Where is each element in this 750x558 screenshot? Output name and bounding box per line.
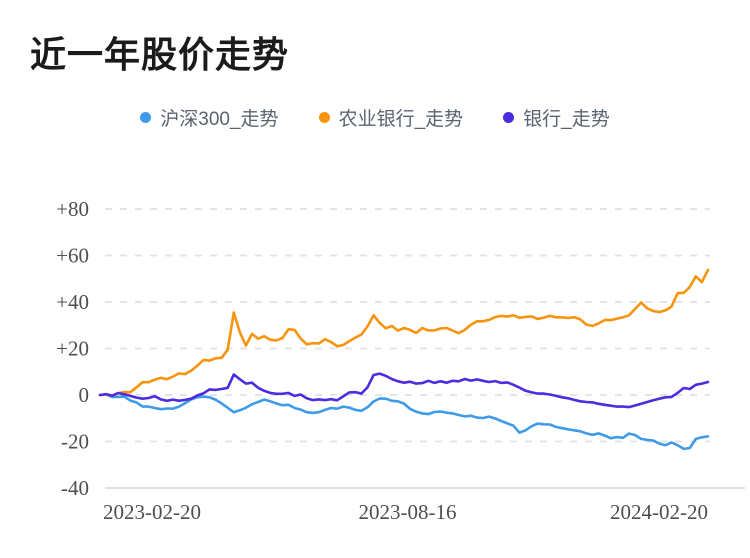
x-tick-label: 2024-02-20 (610, 500, 708, 524)
legend-item-abc-bank[interactable]: 农业银行_走势 (318, 104, 464, 131)
series-line-2 (98, 372, 710, 409)
legend-item-bank-sector[interactable]: 银行_走势 (503, 104, 610, 131)
series-line-0 (98, 393, 710, 451)
x-tick-label: 2023-02-20 (103, 500, 201, 524)
y-tick-label: +20 (56, 337, 89, 361)
x-tick-label: 2023-08-16 (359, 500, 457, 524)
legend-label: 农业银行_走势 (338, 109, 464, 130)
y-tick-label: -40 (61, 476, 89, 500)
legend-dot-icon (318, 112, 330, 123)
legend-label: 银行_走势 (523, 109, 610, 130)
legend-dot-icon (503, 112, 515, 123)
y-tick-label: -20 (61, 430, 89, 454)
legend-label: 沪深300_走势 (160, 109, 279, 130)
y-tick-label: +40 (56, 290, 89, 314)
page-title: 近一年股价走势 (30, 34, 290, 75)
y-tick-label: +60 (56, 244, 89, 268)
y-tick-label: 0 (79, 383, 90, 407)
chart-legend: 沪深300_走势 农业银行_走势 银行_走势 (0, 104, 750, 131)
y-tick-label: +80 (56, 197, 89, 221)
legend-dot-icon (140, 112, 152, 123)
legend-item-hs300[interactable]: 沪深300_走势 (140, 104, 279, 131)
series-line-1 (98, 268, 710, 398)
